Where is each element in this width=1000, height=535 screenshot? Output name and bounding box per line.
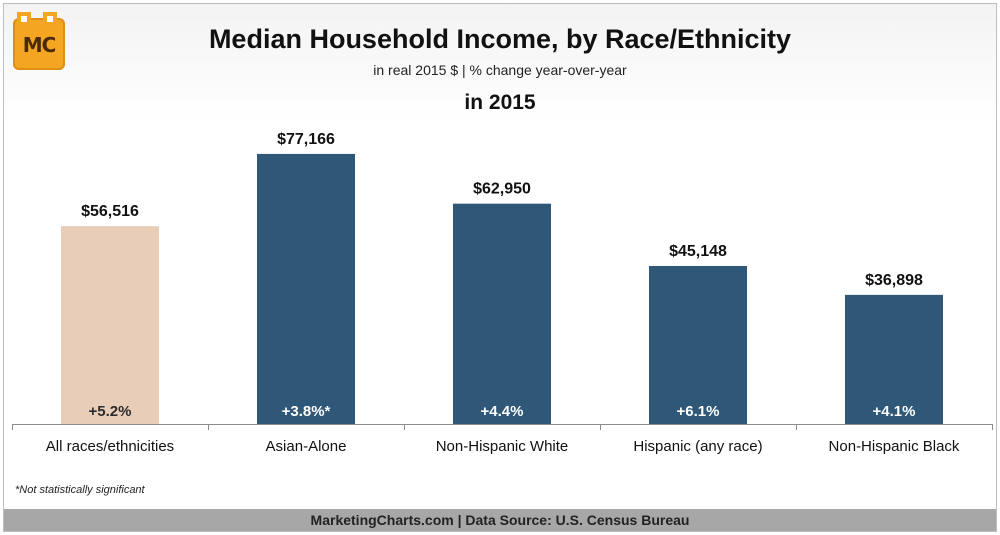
data-label-change: +6.1%	[677, 403, 720, 420]
data-label-value: $36,898	[865, 272, 923, 289]
x-tick-label: Non-Hispanic White	[436, 438, 569, 455]
data-label-change: +4.4%	[481, 403, 524, 420]
data-label-change: +5.2%	[89, 403, 132, 420]
chart-subtitle: in real 2015 $ | % change year-over-year	[373, 62, 627, 78]
period-label: in 2015	[464, 91, 536, 114]
bar	[453, 203, 551, 424]
chart-title: Median Household Income, by Race/Ethnici…	[208, 24, 792, 54]
footnote: *Not statistically significant	[15, 484, 145, 496]
data-label-value: $77,166	[277, 131, 335, 148]
data-label-value: $56,516	[81, 203, 139, 220]
x-tick-label: Non-Hispanic Black	[829, 438, 960, 455]
x-tick-label: Asian-Alone	[266, 438, 347, 455]
data-label-change: +4.1%	[873, 403, 916, 420]
data-label-value: $45,148	[669, 243, 727, 260]
chart-frame: MC Median Household Income, by Race/Ethn…	[3, 3, 997, 532]
data-label-change: +3.8%*	[282, 403, 331, 420]
x-tick-label: Hispanic (any race)	[633, 438, 762, 455]
bar	[257, 153, 355, 424]
data-label-value: $62,950	[473, 181, 531, 198]
bar-chart: $56,516 +5.2% All races/ethnicities $77,166…	[12, 131, 993, 455]
x-tick-label: All races/ethnicities	[46, 438, 174, 455]
bar	[649, 265, 747, 424]
marketingcharts-logo: MC	[13, 12, 65, 70]
bar	[61, 226, 159, 424]
source-footer: MarketingCharts.com | Data Source: U.S. …	[4, 509, 996, 531]
logo-text: MC	[22, 33, 57, 57]
bar	[845, 294, 943, 424]
